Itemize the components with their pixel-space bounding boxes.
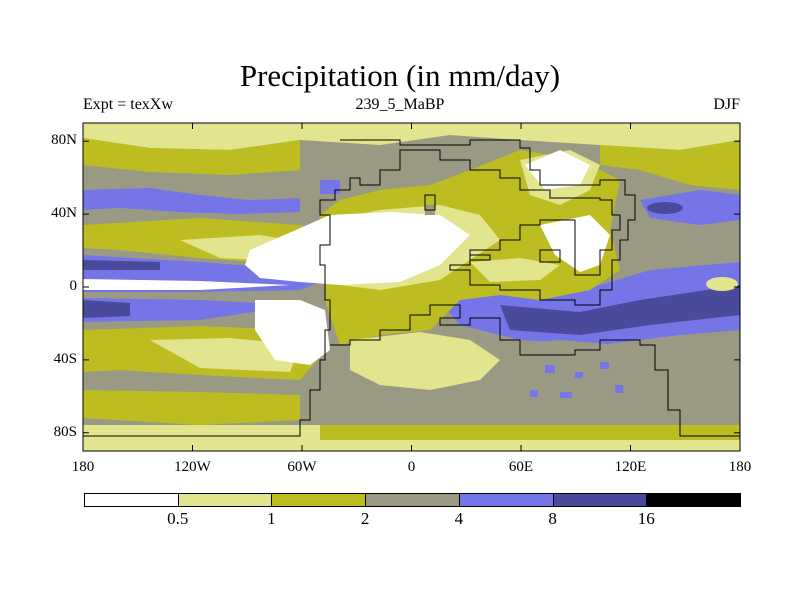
- field-spcz-core: [83, 300, 130, 318]
- field-south-olive: [320, 425, 740, 440]
- field-sh-olive: [83, 390, 300, 425]
- field-tethys: [430, 262, 740, 345]
- colorbar-label: 2: [360, 509, 370, 528]
- field-patch-4: [530, 390, 538, 397]
- colorbar-swatch: [365, 493, 460, 507]
- lon-label: 120W: [174, 459, 211, 475]
- field-patch-3: [600, 362, 609, 369]
- lat-label: 80S: [53, 423, 77, 440]
- field-equator-dry: [83, 279, 290, 290]
- colorbar-label: 4: [454, 509, 464, 528]
- colorbar-swatch: [552, 493, 648, 507]
- colorbar-swatch: [271, 493, 367, 507]
- colorbar-swatch: [646, 493, 741, 507]
- field-north-light: [83, 123, 740, 150]
- experiment-label: Expt = texXw: [83, 96, 173, 113]
- field-inner-dry: [470, 258, 560, 282]
- field-npac-storm: [640, 190, 740, 225]
- lat-label: 80N: [51, 132, 77, 149]
- lat-label: 40S: [53, 350, 77, 367]
- field-patch-5: [560, 392, 572, 398]
- lon-label: 120E: [614, 459, 647, 475]
- field-spcz: [83, 298, 300, 322]
- field-south-desert: [255, 300, 330, 365]
- colorbar-swatch: [458, 493, 554, 507]
- season-label: DJF: [713, 96, 740, 113]
- contour-field: [83, 123, 740, 451]
- lon-label: 0: [407, 459, 416, 475]
- colorbar-label: 0.5: [167, 509, 189, 528]
- field-patch-6: [615, 385, 623, 393]
- lon-label: 60W: [287, 459, 317, 475]
- field-gondwana-dry: [350, 332, 500, 390]
- field-north-olive: [83, 138, 300, 175]
- field-patch-1: [545, 365, 555, 373]
- colorbar-label: 1: [267, 509, 276, 528]
- age-label: 239_5_MaBP: [355, 96, 445, 113]
- field-npac-olive: [600, 140, 740, 190]
- continent-outline: [83, 139, 740, 437]
- field-sh-dry: [150, 338, 300, 372]
- field-patch-2: [575, 372, 583, 378]
- plot-title: Precipitation (in mm/day): [239, 58, 561, 93]
- colorbar-swatch: [177, 493, 273, 507]
- field-asia-desert: [525, 150, 590, 190]
- field-itcz-core-w: [83, 260, 160, 270]
- field-natl-storm: [83, 188, 300, 214]
- field-npac-core: [647, 202, 683, 214]
- field-tethys-core: [500, 285, 740, 335]
- lon-label: 180: [71, 459, 95, 475]
- island-outlines: [424, 194, 561, 263]
- lat-label: 40N: [51, 205, 77, 222]
- axis-ticks: [82, 123, 741, 451]
- field-east-dry: [706, 277, 738, 291]
- lon-label: 60E: [508, 459, 534, 475]
- lon-label: 180: [728, 459, 752, 475]
- field-north-desert: [245, 212, 470, 285]
- colorbar-label: 16: [637, 509, 655, 528]
- colorbar-label: 8: [548, 509, 557, 528]
- lat-label: 0: [69, 278, 78, 294]
- field-patch-7: [320, 180, 340, 194]
- colorbar-swatch: [84, 493, 179, 507]
